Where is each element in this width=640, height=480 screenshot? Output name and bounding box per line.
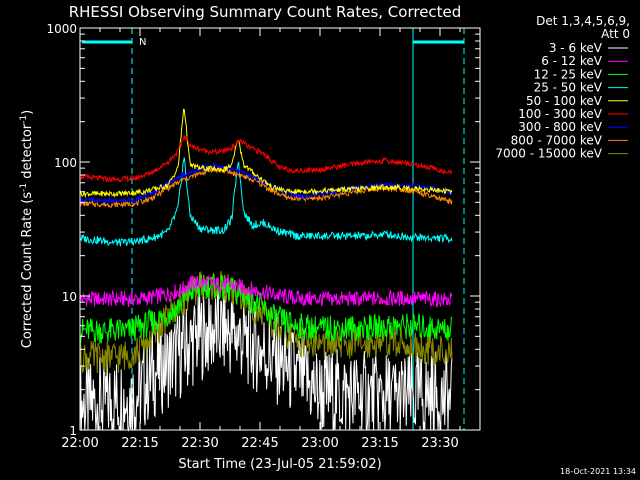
plot-area: N: [79, 28, 465, 432]
legend-label: 6 - 12 keV: [541, 54, 603, 68]
y-tick-label: 1: [69, 424, 77, 438]
x-axis-label: Start Time (23-Jul-05 21:59:02): [178, 457, 381, 472]
legend-label: 300 - 800 keV: [518, 120, 602, 134]
series-line-4: [79, 108, 453, 199]
legend-label: 12 - 25 keV: [534, 67, 603, 81]
legend-label: 800 - 7000 keV: [511, 133, 603, 147]
legend-label: 100 - 300 keV: [518, 107, 602, 121]
y-tick-label: 100: [54, 156, 77, 170]
legend-label: 25 - 50 keV: [534, 81, 603, 95]
series-line-0: [79, 283, 453, 432]
x-tick-label: 23:30: [421, 436, 458, 451]
x-axis: 22:00 22:15 22:30 22:45 23:00 23:15 23:30: [61, 28, 481, 451]
x-tick-label: 22:15: [121, 436, 158, 451]
chart-title: RHESSI Observing Summary Count Rates, Co…: [69, 3, 462, 21]
series-line-2: [79, 273, 453, 344]
legend-label: 50 - 100 keV: [526, 94, 603, 108]
series-line-3: [79, 157, 453, 247]
night-marker-label: N: [139, 37, 146, 48]
y-tick-label: 1000: [46, 22, 77, 36]
legend-header-line-1: Det 1,3,4,5,6,9,: [536, 14, 630, 28]
y-axis-label: Corrected Count Rate (s-1 detector-1): [19, 110, 35, 348]
date-stamp: 18-Oct-2021 13:34: [560, 467, 636, 476]
x-tick-label: 22:30: [181, 436, 218, 451]
series-line-1: [79, 274, 453, 308]
y-axis: 1 10 100 1000: [46, 22, 480, 438]
x-tick-label: 23:00: [301, 436, 338, 451]
x-tick-label: 22:45: [241, 436, 278, 451]
x-tick-label: 22:00: [61, 436, 98, 451]
x-tick-label: 23:15: [361, 436, 398, 451]
series-line-5: [79, 135, 453, 183]
legend-label: 3 - 6 keV: [549, 41, 603, 55]
y-tick-label: 10: [62, 290, 77, 304]
legend-label: 7000 - 15000 keV: [495, 147, 602, 161]
legend-header-line-2: Att 0: [601, 27, 630, 41]
